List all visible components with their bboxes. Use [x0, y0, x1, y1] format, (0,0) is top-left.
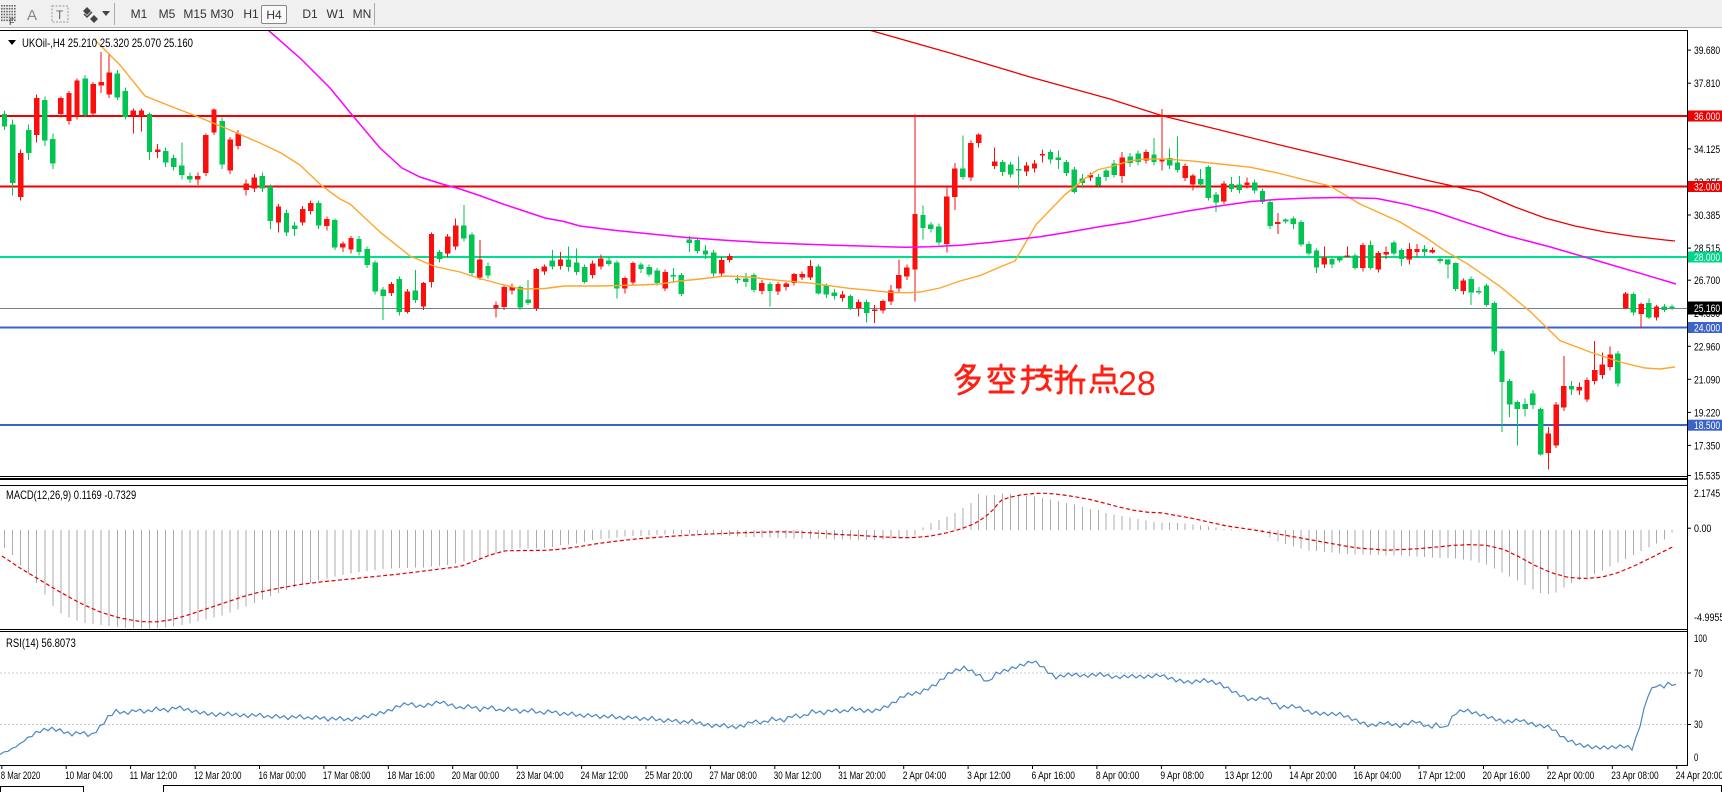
svg-text:30: 30: [1694, 719, 1703, 731]
svg-text:36.000: 36.000: [1694, 111, 1720, 123]
svg-text:39.680: 39.680: [1694, 45, 1720, 57]
svg-text:24 Apr 20:00: 24 Apr 20:00: [1676, 770, 1722, 782]
svg-text:22.960: 22.960: [1694, 341, 1720, 353]
svg-text:28: 28: [1118, 365, 1156, 403]
svg-text:2 Apr 04:00: 2 Apr 04:00: [903, 770, 947, 782]
svg-text:30 Mar 12:00: 30 Mar 12:00: [774, 770, 821, 782]
svg-text:T: T: [56, 8, 64, 22]
svg-text:14 Apr 20:00: 14 Apr 20:00: [1289, 770, 1336, 782]
svg-text:12 Mar 20:00: 12 Mar 20:00: [194, 770, 241, 782]
svg-text:22 Apr 00:00: 22 Apr 00:00: [1547, 770, 1594, 782]
svg-text:9 Apr 08:00: 9 Apr 08:00: [1160, 770, 1204, 782]
svg-text:2.1745: 2.1745: [1694, 488, 1720, 500]
svg-text:24 Mar 12:00: 24 Mar 12:00: [581, 770, 628, 782]
svg-text:8 Apr 00:00: 8 Apr 00:00: [1096, 770, 1140, 782]
svg-text:F: F: [9, 17, 15, 27]
svg-text:20 Mar 00:00: 20 Mar 00:00: [452, 770, 499, 782]
svg-text:32.000: 32.000: [1694, 182, 1720, 194]
svg-text:0.00: 0.00: [1694, 523, 1711, 535]
svg-text:16 Mar 00:00: 16 Mar 00:00: [259, 770, 306, 782]
svg-text:70: 70: [1694, 668, 1703, 680]
svg-text:A: A: [27, 7, 37, 24]
svg-text:17.350: 17.350: [1694, 440, 1720, 452]
svg-text:19.220: 19.220: [1694, 407, 1720, 419]
svg-text:23 Apr 08:00: 23 Apr 08:00: [1611, 770, 1658, 782]
svg-text:3 Apr 12:00: 3 Apr 12:00: [967, 770, 1011, 782]
svg-text:UKOil-,H4 25.210 25.320 25.07: UKOil-,H4 25.210 25.320 25.070 25.160: [22, 36, 193, 50]
svg-text:8 Mar 2020: 8 Mar 2020: [1, 770, 41, 782]
svg-text:20 Apr 16:00: 20 Apr 16:00: [1483, 770, 1530, 782]
svg-text:0: 0: [1694, 752, 1698, 764]
svg-text:13 Apr 12:00: 13 Apr 12:00: [1225, 770, 1272, 782]
svg-text:10 Mar 04:00: 10 Mar 04:00: [65, 770, 112, 782]
svg-text:RSI(14) 56.8073: RSI(14) 56.8073: [6, 636, 76, 650]
svg-text:MACD(12,26,9) 0.1169 -0.7329: MACD(12,26,9) 0.1169 -0.7329: [6, 488, 136, 502]
svg-text:25 Mar 20:00: 25 Mar 20:00: [645, 770, 692, 782]
svg-text:18 Mar 16:00: 18 Mar 16:00: [387, 770, 434, 782]
svg-text:30.385: 30.385: [1694, 210, 1720, 222]
svg-text:23 Mar 04:00: 23 Mar 04:00: [516, 770, 563, 782]
svg-text:37.810: 37.810: [1694, 78, 1720, 90]
svg-text:24.000: 24.000: [1694, 323, 1720, 335]
svg-text:31 Mar 20:00: 31 Mar 20:00: [838, 770, 885, 782]
svg-text:27 Mar 08:00: 27 Mar 08:00: [709, 770, 756, 782]
svg-text:28.000: 28.000: [1694, 252, 1720, 264]
svg-text:21.090: 21.090: [1694, 374, 1720, 386]
svg-text:-4.9955: -4.9955: [1694, 612, 1722, 624]
svg-text:18.500: 18.500: [1694, 420, 1720, 432]
svg-text:34.125: 34.125: [1694, 144, 1720, 156]
svg-text:11 Mar 12:00: 11 Mar 12:00: [130, 770, 177, 782]
svg-text:25.160: 25.160: [1694, 303, 1720, 315]
svg-text:16 Apr 04:00: 16 Apr 04:00: [1354, 770, 1401, 782]
svg-text:17 Mar 08:00: 17 Mar 08:00: [323, 770, 370, 782]
svg-text:100: 100: [1694, 633, 1707, 645]
svg-text:6 Apr 16:00: 6 Apr 16:00: [1032, 770, 1076, 782]
svg-text:15.535: 15.535: [1694, 471, 1720, 483]
svg-text:17 Apr 12:00: 17 Apr 12:00: [1418, 770, 1465, 782]
svg-text:26.700: 26.700: [1694, 275, 1720, 287]
